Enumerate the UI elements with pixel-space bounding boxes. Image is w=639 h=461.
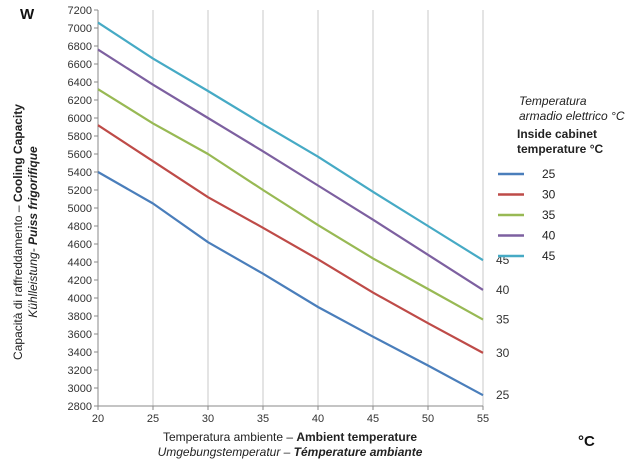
y-tick-label-3400: 3400: [68, 347, 92, 359]
x-tick-label-50: 50: [422, 413, 434, 425]
x-tick-label-45: 45: [367, 413, 379, 425]
x-tick-label-40: 40: [312, 413, 324, 425]
y-axis-title-line2-bolditalic: Puiss frigorifique: [26, 146, 40, 248]
y-tick-label-3000: 3000: [68, 383, 92, 395]
y-tick-label-4800: 4800: [68, 221, 92, 233]
legend-title-line1: Temperatura: [519, 94, 587, 108]
legend-label-30: 30: [542, 188, 556, 202]
series-line-30: [97, 124, 484, 354]
series-line-35: [97, 88, 484, 321]
y-tick-label-7200: 7200: [68, 5, 92, 17]
chart-axes: [94, 9, 484, 410]
y-tick-label-3800: 3800: [68, 311, 92, 323]
y-tick-label-4400: 4400: [68, 257, 92, 269]
legend-title-line3: Inside cabinet: [517, 127, 597, 141]
legend-label-40: 40: [542, 229, 556, 243]
y-tick-label-4000: 4000: [68, 293, 92, 305]
y-tick-label-6600: 6600: [68, 59, 92, 71]
x-tick-label-25: 25: [147, 413, 159, 425]
x-axis-title-line2-bolditalic: Témperature ambiante: [294, 445, 423, 459]
legend-title-line4: temperature °C: [517, 142, 603, 156]
series-line-45: [97, 21, 484, 262]
y-tick-label-3600: 3600: [68, 329, 92, 341]
y-tick-label-5800: 5800: [68, 131, 92, 143]
y-tick-label-5200: 5200: [68, 185, 92, 197]
legend-label-45: 45: [542, 249, 556, 263]
y-axis-title-line2-italic: Kühlleistung-: [26, 248, 40, 317]
y-unit-label: W: [20, 6, 35, 23]
x-axis-title-line1-bold: Ambient temperature: [296, 430, 417, 444]
legend-label-35: 35: [542, 208, 556, 222]
x-tick-label-30: 30: [202, 413, 214, 425]
y-tick-label-2800: 2800: [68, 401, 92, 413]
y-tick-label-5000: 5000: [68, 203, 92, 215]
end-label-30: 30: [496, 346, 510, 360]
y-axis-title-line1-bold: Cooling Capacity: [11, 104, 25, 202]
x-unit-label: °C: [578, 433, 595, 450]
y-tick-label-3200: 3200: [68, 365, 92, 377]
y-axis-title-line2: Kühlleistung- Puiss frigorifique: [26, 146, 40, 318]
legend-label-25: 25: [542, 167, 556, 181]
y-axis-title: Capacità di raffreddamento – Cooling Cap…: [11, 104, 40, 360]
y-tick-label-6800: 6800: [68, 41, 92, 53]
x-axis-title-line1-normal: Temperatura ambiente –: [163, 430, 296, 444]
x-tick-label-35: 35: [257, 413, 269, 425]
legend: Temperatura armadio elettrico °C Inside …: [498, 94, 625, 263]
y-tick-label-6000: 6000: [68, 113, 92, 125]
series-line-40: [97, 48, 484, 291]
x-tick-label-55: 55: [477, 413, 489, 425]
vertical-gridlines: [97, 10, 484, 406]
x-axis-title-line2-italic: Umgebungstemperatur –: [158, 445, 294, 459]
legend-title-line2: armadio elettrico °C: [519, 109, 625, 123]
x-tick-labels: 20 25 30 35 40 45 50 55: [92, 413, 489, 425]
y-tick-label-6200: 6200: [68, 95, 92, 107]
y-axis-title-line1: Capacità di raffreddamento – Cooling Cap…: [11, 104, 25, 360]
end-label-25: 25: [496, 388, 510, 402]
y-tick-label-4600: 4600: [68, 239, 92, 251]
x-axis-title-line1: Temperatura ambiente – Ambient temperatu…: [163, 430, 417, 444]
y-tick-labels: 2800 3000 3200 3400 3600 3800 4000 4200 4400 4600…: [68, 5, 92, 413]
y-tick-label-6400: 6400: [68, 77, 92, 89]
x-axis-title-line2: Umgebungstemperatur – Témperature ambian…: [158, 445, 423, 459]
end-label-40: 40: [496, 283, 510, 297]
y-tick-label-7000: 7000: [68, 23, 92, 35]
x-tick-label-20: 20: [92, 413, 104, 425]
y-tick-label-5600: 5600: [68, 149, 92, 161]
series-lines: [97, 21, 484, 397]
legend-items: 25 30 35 40 45: [498, 167, 556, 263]
y-tick-label-5400: 5400: [68, 167, 92, 179]
end-label-35: 35: [496, 313, 510, 327]
y-tick-label-4200: 4200: [68, 275, 92, 287]
series-line-25: [97, 171, 484, 397]
y-axis-title-line1-normal: Capacità di raffreddamento –: [11, 202, 25, 360]
